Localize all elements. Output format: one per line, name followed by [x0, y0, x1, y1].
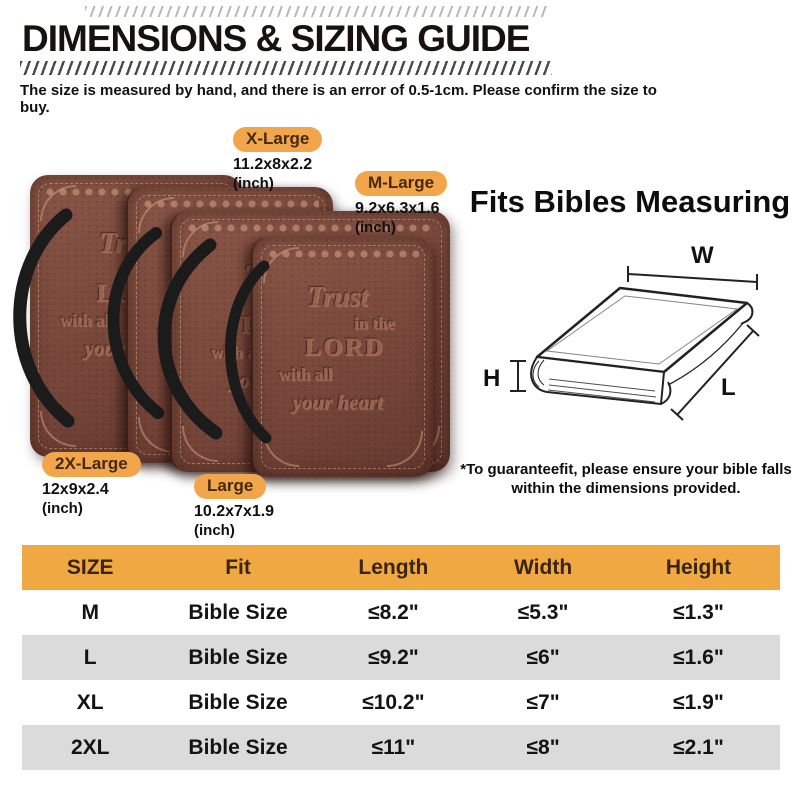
guarantee-note: *To guaranteefit, please ensure your bib… [452, 461, 800, 499]
cell-fit: Bible Size [188, 600, 288, 624]
quote-line: with all [278, 365, 333, 385]
height-label: H [483, 365, 500, 392]
size-table: SIZE Fit Length Width Height M Bible Siz… [22, 545, 780, 770]
fits-bibles-heading: Fits Bibles Measuring [469, 184, 791, 219]
width-label: W [691, 242, 714, 269]
note-line-1: *To guaranteefit, please ensure your bib… [460, 461, 792, 478]
size-dimensions: 10.2x7x1.9 [194, 503, 275, 520]
corner-flourish-icon [40, 411, 76, 447]
table-row: XL Bible Size ≤10.2" ≤7" ≤1.9" [22, 680, 780, 725]
size-badge-xlarge: X-Large [233, 127, 323, 152]
bible-cover-mlarge: Trust in the LORD with all your heart [251, 237, 433, 477]
top-hatch-decoration [85, 6, 547, 17]
size-unit: (inch) [194, 522, 235, 539]
col-header-size: SIZE [66, 555, 114, 579]
embossed-garland-border [142, 197, 319, 210]
embossed-quote: Trust in the LORD with all your heart [278, 281, 397, 414]
col-header-fit: Fit [225, 555, 251, 579]
size-dimensions: 12x9x2.4 [42, 481, 109, 498]
label-group-2xlarge: 2X-Large 12x9x2.4 (inch) [42, 452, 141, 517]
corner-flourish-icon [387, 431, 423, 467]
table-row: M Bible Size ≤8.2" ≤5.3" ≤1.3" [22, 590, 780, 635]
size-dimensions: 11.2x8x2.2 [233, 156, 313, 173]
table-header-row: SIZE Fit Length Width Height [22, 545, 780, 590]
quote-line: LORD [304, 333, 385, 361]
size-badge-mlarge: M-Large [355, 171, 448, 196]
quote-line: Trust [306, 281, 369, 313]
cell-height: ≤1.3" [673, 600, 724, 624]
corner-flourish-icon [263, 431, 299, 467]
corner-flourish-icon [138, 417, 174, 453]
table-row: L Bible Size ≤9.2" ≤6" ≤1.6" [22, 635, 780, 680]
cell-width: ≤8" [526, 735, 560, 759]
embossed-garland-border [186, 221, 436, 234]
cell-size: L [83, 645, 97, 669]
cell-length: ≤9.2" [368, 645, 419, 669]
label-group-large: Large 10.2x7x1.9 (inch) [194, 474, 274, 539]
cell-width: ≤6" [526, 645, 560, 669]
page-title: DIMENSIONS & SIZING GUIDE [22, 18, 530, 59]
label-group-xlarge: X-Large 11.2x8x2.2 (inch) [233, 127, 323, 192]
quote-line: in the [353, 313, 395, 333]
length-label: L [721, 374, 736, 401]
cell-length: ≤8.2" [368, 600, 419, 624]
cell-size: M [81, 600, 99, 624]
table-row: 2XL Bible Size ≤11" ≤8" ≤2.1" [22, 725, 780, 770]
cell-height: ≤2.1" [673, 735, 724, 759]
size-badge-large: Large [194, 474, 267, 499]
cell-fit: Bible Size [188, 735, 288, 759]
page-subtitle: The size is measured by hand, and there … [20, 82, 657, 116]
cell-height: ≤1.6" [673, 645, 724, 669]
cell-fit: Bible Size [188, 645, 288, 669]
size-unit: (inch) [42, 500, 83, 517]
title-underline-hatch [20, 61, 552, 75]
book-dimensions-diagram: W H L [483, 242, 760, 421]
size-dimensions: 9.2x6.3x1.6 [355, 200, 440, 217]
size-unit: (inch) [355, 219, 396, 236]
label-group-mlarge: M-Large 9.2x6.3x1.6 (inch) [355, 171, 448, 236]
size-badge-2xlarge: 2X-Large [42, 452, 141, 477]
col-header-length: Length [358, 555, 429, 579]
cell-size: 2XL [70, 735, 110, 759]
col-header-height: Height [665, 555, 732, 579]
size-unit: (inch) [233, 175, 274, 192]
cell-length: ≤10.2" [362, 690, 425, 714]
cell-width: ≤7" [526, 690, 560, 714]
corner-flourish-icon [182, 426, 218, 462]
embossed-garland-border [267, 247, 419, 260]
quote-line: your heart [292, 389, 383, 414]
cell-length: ≤11" [371, 735, 416, 759]
cell-width: ≤5.3" [517, 600, 569, 624]
note-line-2: within the dimensions provided. [511, 479, 741, 497]
cell-size: XL [76, 690, 104, 714]
col-header-width: Width [514, 555, 573, 579]
cell-fit: Bible Size [188, 690, 288, 714]
cell-height: ≤1.9" [673, 690, 724, 714]
